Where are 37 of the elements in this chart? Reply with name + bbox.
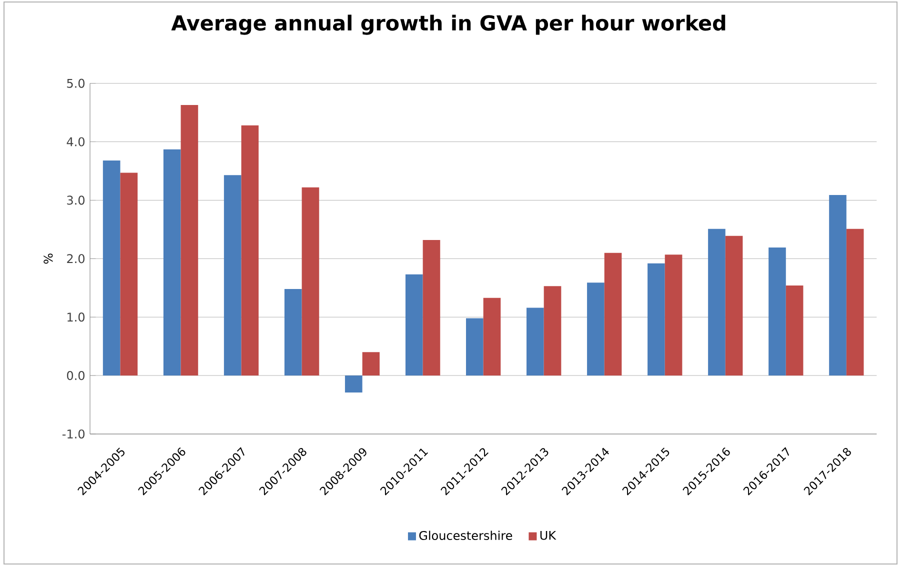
bar (846, 228, 864, 376)
bar (180, 104, 198, 376)
chart-title: Average annual growth in GVA per hour worked (171, 14, 726, 35)
y-axis-title: % (44, 254, 53, 264)
bar (163, 149, 181, 376)
bar (102, 160, 120, 376)
bar (284, 289, 302, 376)
bar (786, 286, 804, 376)
bar (224, 175, 242, 376)
y-tick-label: 4.0 (66, 137, 84, 146)
bar (648, 263, 665, 376)
y-tick-label: 1.0 (68, 312, 84, 322)
bar (829, 194, 846, 376)
y-tick-label: 5.0 (67, 78, 84, 88)
bar (344, 376, 362, 392)
bar (725, 236, 743, 376)
bar (768, 248, 786, 376)
bar (241, 125, 259, 376)
bar (526, 308, 544, 376)
bar (405, 274, 423, 376)
bar (120, 172, 138, 376)
legend-label: UK (540, 530, 556, 540)
bar (664, 254, 682, 376)
y-tick-label: 3.0 (67, 196, 84, 205)
y-tick-label: 0.0 (67, 371, 84, 380)
bar (604, 252, 622, 376)
bar (302, 187, 320, 376)
y-tick-label: 2.0 (67, 254, 84, 264)
bar (362, 352, 380, 376)
legend-label: Gloucestershire (419, 530, 512, 540)
bar (708, 228, 726, 376)
bar (544, 286, 562, 376)
y-tick-label: -1.0 (62, 429, 84, 439)
bar (483, 298, 501, 376)
bar (422, 240, 440, 376)
bar (587, 282, 604, 376)
bar (466, 318, 484, 376)
